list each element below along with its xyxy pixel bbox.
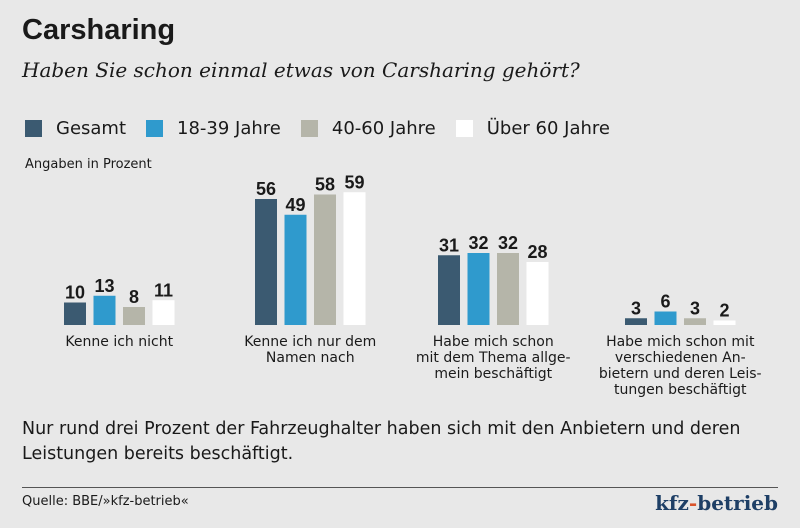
data-label: 6: [660, 292, 670, 312]
divider: [22, 487, 778, 488]
bar: [497, 253, 519, 325]
bar: [255, 199, 277, 325]
data-label: 2: [719, 301, 729, 321]
category-label: Namen nach: [266, 350, 355, 366]
legend-swatch: [146, 120, 164, 137]
bar: [284, 214, 307, 325]
legend-item: 40-60 Jahre: [300, 118, 436, 139]
legend-label: Über 60 Jahre: [486, 118, 610, 139]
unit-label: Angaben in Prozent: [25, 157, 152, 172]
bar: [93, 295, 116, 325]
bar: [314, 194, 336, 325]
data-label: 59: [344, 172, 364, 192]
data-label: 11: [154, 280, 173, 300]
bar: [654, 311, 677, 325]
legend-swatch: [25, 120, 42, 137]
data-label: 13: [94, 276, 114, 296]
data-label: 3: [690, 298, 700, 318]
chart-subtitle: Haben Sie schon einmal etwas von Carshar…: [22, 58, 580, 82]
legend-label: 18-39 Jahre: [177, 118, 281, 139]
bar: [123, 307, 145, 325]
legend-swatch: [300, 120, 318, 137]
chart-title: Carsharing: [22, 14, 176, 46]
data-label: 49: [285, 195, 305, 215]
category-label: Kenne ich nicht: [65, 334, 173, 350]
bar: [64, 302, 86, 325]
data-label: 10: [65, 283, 85, 303]
data-label: 8: [129, 287, 139, 307]
data-label: 32: [468, 233, 488, 253]
data-label: 56: [256, 179, 276, 199]
data-label: 31: [439, 235, 459, 255]
category-label: Kenne ich nur dem: [244, 334, 376, 350]
data-label: 28: [527, 242, 547, 262]
legend-swatch: [455, 120, 473, 137]
category-label: tungen beschäftigt: [614, 382, 747, 398]
data-label: 58: [315, 175, 335, 195]
bar: [152, 300, 175, 325]
category-label: verschiedenen An-: [615, 350, 746, 366]
legend-item: Über 60 Jahre: [455, 118, 610, 139]
category-label: mit dem Thema allge-: [416, 350, 571, 366]
source: Quelle: BBE/»kfz-betrieb«: [22, 494, 189, 509]
legend-label: Gesamt: [56, 118, 127, 139]
bar: [343, 192, 366, 325]
category-label: Habe mich schon mit: [606, 334, 755, 350]
bar: [684, 318, 706, 325]
bar: [625, 318, 647, 325]
legend: Gesamt 18-39 Jahre 40-60 Jahre Über 60 Jahr…: [25, 118, 610, 139]
bar: [467, 253, 490, 325]
bar: [438, 255, 460, 325]
category-label: bietern und deren Leis-: [599, 366, 762, 382]
data-label: 3: [631, 298, 641, 318]
category-label: Habe mich schon: [433, 334, 554, 350]
bar-chart: 10 13 8 11 Kenne ich nicht 56 49 58 59 Kenne ich …: [64, 172, 762, 398]
data-label: 32: [498, 233, 518, 253]
brand-logo: kfz-betrieb: [655, 491, 778, 515]
category-label: mein beschäftigt: [434, 366, 552, 382]
chart-note: Nur rund drei Prozent der Fahrzeughalter…: [22, 419, 741, 464]
legend-item: 18-39 Jahre: [146, 118, 281, 139]
bar: [713, 320, 736, 325]
legend-label: 40-60 Jahre: [331, 118, 436, 139]
legend-item: Gesamt: [25, 118, 126, 139]
bar: [526, 262, 549, 325]
